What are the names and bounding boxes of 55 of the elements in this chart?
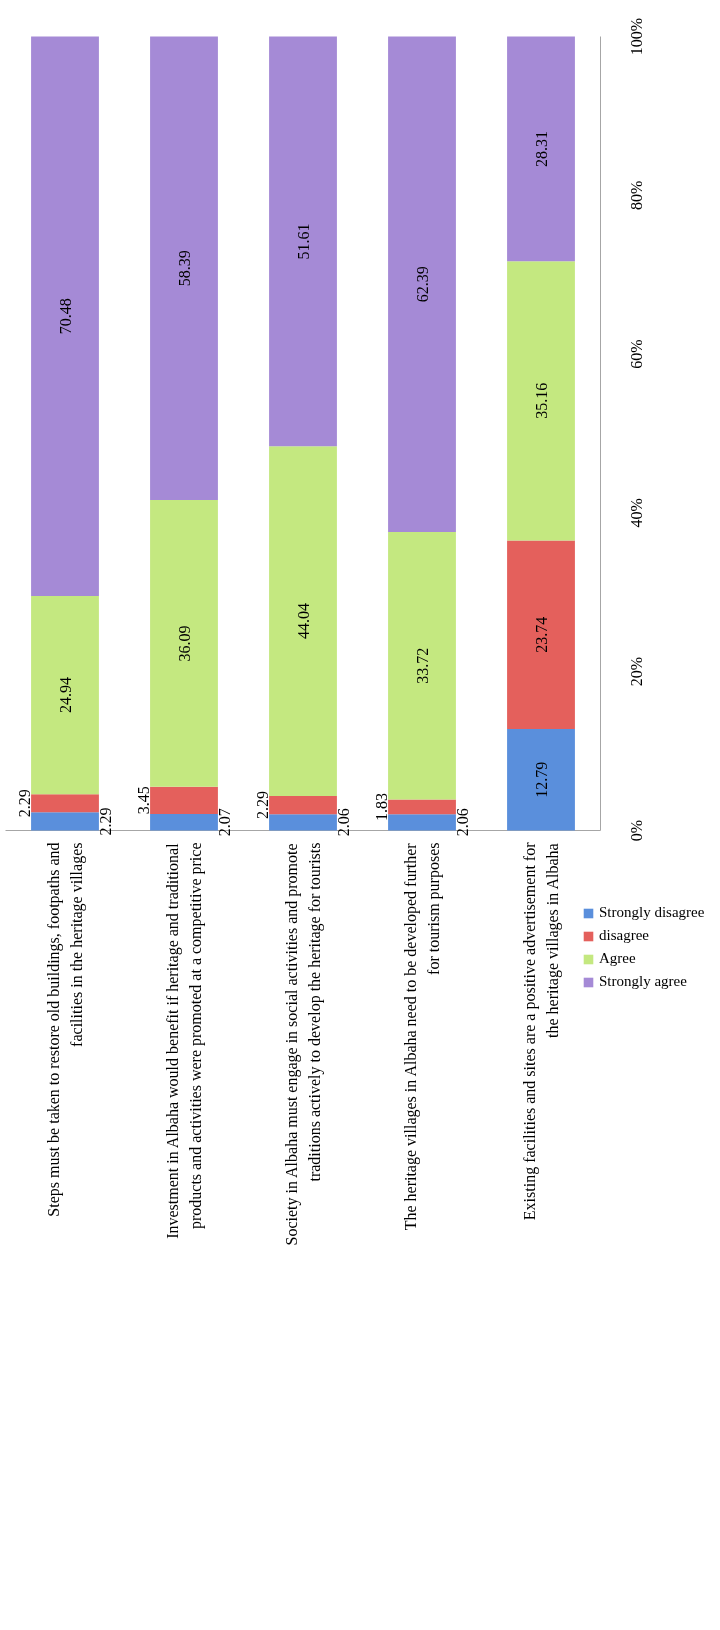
bar	[388, 36, 456, 532]
bar	[150, 786, 218, 815]
bar	[507, 36, 575, 262]
y-tick-label: 20%	[628, 657, 645, 687]
data-label: 2.29	[15, 789, 33, 818]
data-label: 36.09	[175, 625, 193, 662]
data-label: 2.07	[216, 808, 234, 837]
data-label: 1.83	[372, 792, 390, 821]
data-label: 12.79	[532, 761, 550, 798]
data-label: 3.45	[134, 786, 152, 815]
data-label: 70.48	[56, 298, 74, 335]
x-tick-label: Society in Albaha must engage in social activities and promote traditions actively to develop the heritage for tourists	[283, 842, 324, 1246]
data-label: 2.29	[253, 791, 271, 820]
data-label: 62.39	[413, 266, 431, 303]
bar	[150, 36, 218, 501]
legend-label: Strongly disagree	[599, 904, 705, 921]
x-tick-label: Steps must be taken to restore old buildings, footpaths and facilities in the heritage villages	[45, 842, 86, 1217]
data-label: 2.06	[335, 808, 353, 837]
legend-label: disagree	[599, 927, 649, 944]
bar	[388, 531, 456, 800]
bar	[269, 795, 337, 815]
y-tick-label: 80%	[628, 180, 645, 210]
data-label: 51.61	[294, 223, 312, 260]
y-tick-label: 40%	[628, 498, 645, 528]
x-tick-label: Existing facilities and sites are a positive advertisement for the heritage villages in Albaha	[521, 841, 562, 1221]
x-tick-label: Investment in Albaha would benefit if heritage and traditional products and activities were promoted at a competitive price	[164, 842, 205, 1239]
bar	[507, 261, 575, 541]
bar	[269, 814, 337, 831]
bar	[388, 799, 456, 815]
bar	[269, 36, 337, 447]
y-tick-label: 0%	[628, 819, 645, 842]
data-label: 2.29	[97, 807, 115, 836]
bar	[150, 814, 218, 831]
data-label: 44.04	[294, 603, 312, 640]
data-label: 24.94	[56, 677, 74, 714]
data-label: 23.74	[532, 616, 550, 653]
bar	[31, 596, 99, 795]
y-tick-label: 100%	[628, 17, 645, 56]
data-label: 58.39	[175, 250, 193, 287]
bar	[31, 812, 99, 831]
x-tick-label: The heritage villages in Albaha need to be developed further for tourism purposes	[402, 842, 443, 1231]
data-label: 33.72	[413, 647, 431, 684]
data-label: 2.06	[454, 808, 472, 837]
bar	[507, 540, 575, 729]
bar	[31, 36, 99, 597]
bar	[150, 500, 218, 787]
bar	[269, 446, 337, 796]
bar	[507, 728, 575, 831]
data-label: 35.16	[532, 382, 550, 419]
legend-label: Agree	[599, 950, 636, 967]
data-label: 28.31	[532, 130, 550, 167]
bar	[31, 794, 99, 813]
bar	[388, 814, 456, 831]
legend-label: Strongly agree	[599, 973, 687, 990]
y-tick-label: 60%	[628, 339, 645, 369]
